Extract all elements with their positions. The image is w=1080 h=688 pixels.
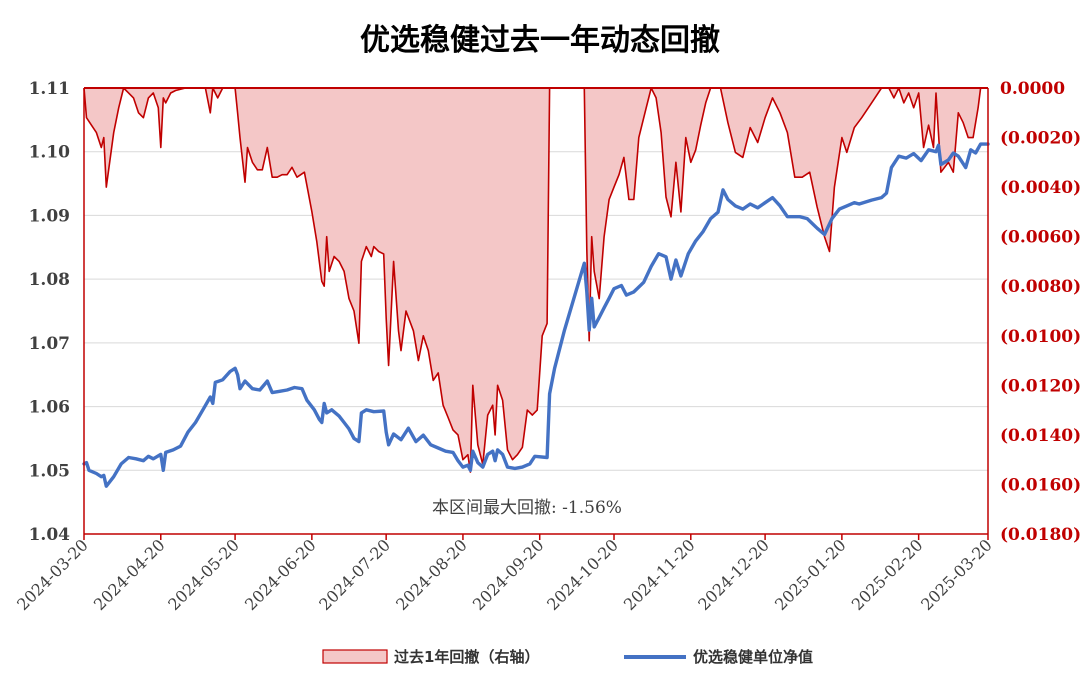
y-left-tick-label: 1.07 <box>29 334 70 354</box>
x-tick-label: 2024-11-20 <box>620 535 699 614</box>
x-tick-label: 2024-08-20 <box>392 535 471 614</box>
x-tick-label: 2025-03-20 <box>917 535 996 614</box>
y-right-tick-label: (0.0120) <box>1000 376 1080 396</box>
y-left-tick-label: 1.05 <box>29 461 70 481</box>
x-tick-label: 2025-02-20 <box>848 535 927 614</box>
y-right-tick-label: (0.0160) <box>1000 475 1080 495</box>
y-right-tick-label: (0.0140) <box>1000 426 1080 446</box>
y-left-tick-label: 1.04 <box>29 525 71 545</box>
y-left-tick-label: 1.09 <box>29 206 70 226</box>
y-left-tick-label: 1.06 <box>29 398 70 418</box>
x-tick-label: 2024-03-20 <box>13 535 92 614</box>
legend-nav-label: 优选稳健单位净值 <box>693 648 813 666</box>
plot-layer <box>82 87 990 488</box>
y-right-tick-label: 0.0000 <box>1000 79 1065 99</box>
x-tick-label: 2025-01-20 <box>771 535 850 614</box>
y-left-tick-label: 1.11 <box>29 79 70 99</box>
y-right-tick-label: (0.0020) <box>1000 129 1080 149</box>
y-right-tick-label: (0.0060) <box>1000 228 1080 248</box>
x-tick-label: 2024-07-20 <box>315 535 394 614</box>
legend-drawdown-label: 过去1年回撤（右轴） <box>394 648 539 666</box>
drawdown-area <box>84 88 988 473</box>
x-tick-label: 2024-10-20 <box>543 535 622 614</box>
y-left-tick-label: 1.10 <box>29 143 71 163</box>
legend: 过去1年回撤（右轴） 优选稳健单位净值 <box>322 648 813 666</box>
chart-title: 优选稳健过去一年动态回撤 <box>360 23 720 58</box>
legend-drawdown-swatch <box>322 649 388 664</box>
y-right-tick-label: (0.0100) <box>1000 327 1080 347</box>
x-tick-label: 2024-04-20 <box>90 535 169 614</box>
y-right-tick-label: (0.0040) <box>1000 178 1080 198</box>
nav-line <box>82 142 990 488</box>
x-tick-label: 2024-09-20 <box>469 535 548 614</box>
max-drawdown-annotation: 本区间最大回撤: -1.56% <box>432 498 622 518</box>
x-tick-label: 2024-05-20 <box>164 535 243 614</box>
drawdown-line <box>83 87 988 473</box>
x-tick-label: 2024-06-20 <box>241 535 320 614</box>
y-right-tick-label: (0.0080) <box>1000 277 1080 297</box>
x-tick-label: 2024-12-20 <box>694 535 773 614</box>
y-right-tick-label: (0.0180) <box>1000 525 1080 545</box>
y-left-tick-label: 1.08 <box>29 270 70 290</box>
